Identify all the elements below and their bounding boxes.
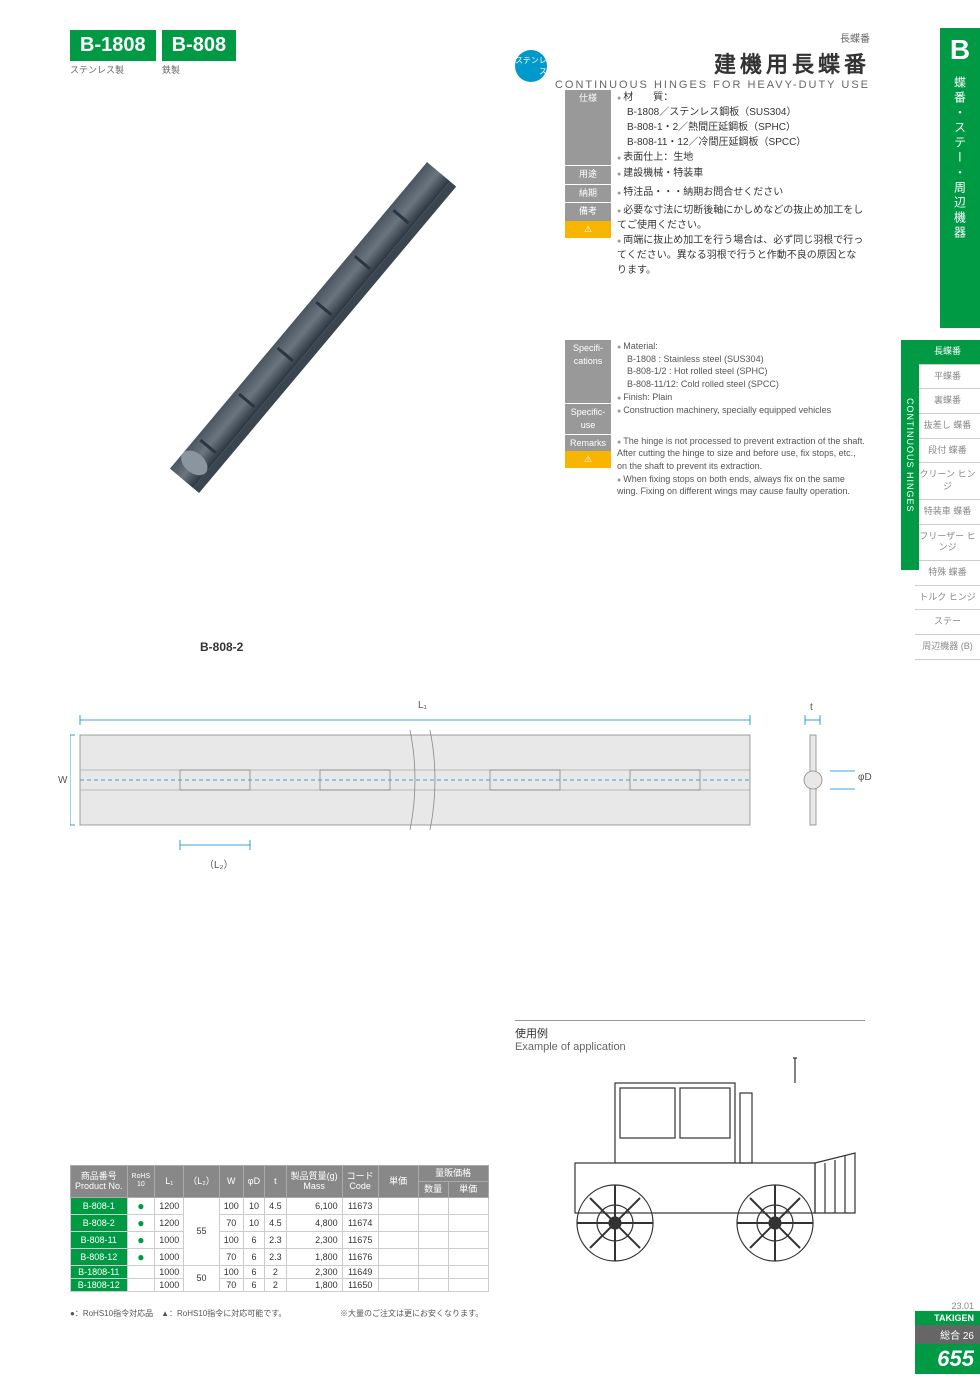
sidebar-nav-item: 平蝶番 <box>915 365 980 390</box>
table-row: B-1808-12100070621,80011650 <box>71 1278 489 1291</box>
spec-text: B-1808 : Stainless steel (SUS304) <box>617 353 865 366</box>
th: L₁ <box>155 1166 184 1198</box>
sidebar-nav-item: ステー <box>915 610 980 635</box>
th: t <box>265 1166 287 1198</box>
spec-label: 納期 <box>565 185 611 203</box>
application-illustration <box>515 1053 865 1273</box>
page-header: B-1808 B-808 ステンレス製 鉄製 長蝶番 ステンレス 建機用長蝶番 … <box>70 30 980 76</box>
table-row: B-808-11●100010062.32,30011675 <box>71 1231 489 1248</box>
spec-text: Construction machinery, specially equipp… <box>611 404 865 433</box>
th: コードCode <box>342 1166 378 1198</box>
table-row: B-808-1●120055100104.56,10011673 <box>71 1197 489 1214</box>
spec-text: 建設機械・特装車 <box>611 166 865 184</box>
sidebar-nav-item: 抜差し 蝶番 <box>915 414 980 439</box>
product-photo <box>70 90 550 560</box>
code-sub-2: 鉄製 <box>162 63 222 76</box>
spec-label: Specific- use <box>565 404 611 433</box>
product-label: B-808-2 <box>200 640 243 654</box>
spec-label: 仕様 <box>565 90 611 165</box>
th-product: 商品番号Product No. <box>71 1166 128 1198</box>
sidebar-nav-item: 周辺機器 (B) <box>915 635 980 660</box>
spec-text: Material: <box>617 340 865 353</box>
spec-text: Finish: Plain <box>617 391 865 404</box>
th: φD <box>243 1166 264 1198</box>
code-badge-1: B-1808 <box>70 30 156 61</box>
table-row: B-1808-11100050100622,30011649 <box>71 1265 489 1278</box>
th: （L₂） <box>184 1166 220 1198</box>
spec-text: B-808-11・12／冷間圧延鋼板（SPCC） <box>617 135 865 150</box>
spec-text: B-808-1・2／熱間圧延鋼板（SPHC） <box>617 120 865 135</box>
th: 数量 <box>418 1181 448 1197</box>
spec-text: B-1808／ステンレス鋼板（SUS304） <box>617 105 865 120</box>
app-title-en: Example of application <box>515 1041 865 1053</box>
warning-icon: ⚠ <box>565 221 611 239</box>
product-table: 商品番号Product No. RoHS 10 L₁ （L₂） W φD t 製… <box>70 1165 489 1292</box>
th: 製品質量(g)Mass <box>286 1166 342 1198</box>
footer-date: 23.01 <box>915 1301 980 1311</box>
sidebar-nav-item: 特装車 蝶番 <box>915 500 980 525</box>
spec-label: Specifi- cations <box>565 340 611 403</box>
spec-jp: 仕様 材 質： B-1808／ステンレス鋼板（SUS304） B-808-1・2… <box>565 90 865 279</box>
spec-text: 材 質： <box>617 90 865 105</box>
code-sub-1: ステンレス製 <box>70 63 156 76</box>
footer-total: 総合 26 <box>915 1325 980 1344</box>
app-title-jp: 使用例 <box>515 1020 865 1041</box>
sidebar-nav-item: トルク ヒンジ <box>915 586 980 611</box>
spec-text: The hinge is not processed to prevent ex… <box>617 435 865 473</box>
application-box: 使用例 Example of application <box>515 1020 865 1278</box>
dim-label: W <box>58 775 67 786</box>
spec-text: 特注品・・・納期お問合せください <box>611 185 865 203</box>
spec-text: B-808-1/2 : Hot rolled steel (SPHC) <box>617 365 865 378</box>
section-text: 蝶番・ステー・周辺機器 <box>952 76 969 241</box>
table-row: B-808-12●10007062.31,80011676 <box>71 1248 489 1265</box>
spec-label: 用途 <box>565 166 611 184</box>
stainless-icon: ステンレス <box>515 50 547 82</box>
dim-label: φD <box>858 772 872 783</box>
th: 量販価格 <box>418 1166 488 1182</box>
spec-text: 必要な寸法に切断後軸にかしめなどの抜止め加工をしてご使用ください。 <box>617 203 865 233</box>
sidebar-nav-item: フリーザー ヒンジ <box>915 525 980 561</box>
page-footer: 23.01 TAKIGEN 総合 26 655 <box>915 1301 980 1374</box>
section-letter: B <box>940 28 980 66</box>
table-note: ※大量のご注文は更にお安くなります。 <box>340 1308 483 1319</box>
th-rohs: RoHS 10 <box>127 1166 155 1198</box>
page-title-jp: 建機用長蝶番 <box>555 47 870 79</box>
spec-text: 両端に抜止め加工を行う場合は、必ず同じ羽根で行ってください。異なる羽根で行うと作… <box>617 233 865 278</box>
spec-label: Remarks <box>565 435 611 452</box>
sidebar-nav-item: クリーン ヒンジ <box>915 463 980 499</box>
section-indicator: B 蝶番・ステー・周辺機器 <box>940 28 980 328</box>
technical-diagram <box>70 700 870 880</box>
table-note: ●：RoHS10指令対応品 ▲：RoHS10指令に対応可能です。 <box>70 1308 286 1319</box>
spec-label: 備考 <box>565 203 611 221</box>
sidebar-nav-item: 裏蝶番 <box>915 389 980 414</box>
sidebar-nav-header: CONTINUOUS HINGES <box>901 340 919 570</box>
footer-brand: TAKIGEN <box>915 1311 980 1325</box>
warning-icon: ⚠ <box>565 451 611 468</box>
dim-label: （L₂） <box>204 856 233 871</box>
sidebar-nav: CONTINUOUS HINGES 長蝶番 平蝶番 裏蝶番 抜差し 蝶番 段付 … <box>915 340 980 660</box>
spec-en: Specifi- cations Material: B-1808 : Stai… <box>565 340 865 499</box>
spec-text: B-808-11/12: Cold rolled steel (SPCC) <box>617 378 865 391</box>
dim-label: L₁ <box>418 700 427 711</box>
sidebar-nav-item: 段付 蝶番 <box>915 439 980 464</box>
table-row: B-808-2●120070104.54,80011674 <box>71 1214 489 1231</box>
spec-text: When fixing stops on both ends, always f… <box>617 473 865 498</box>
category-label: 長蝶番 <box>555 30 870 45</box>
sidebar-nav-item: 長蝶番 <box>915 340 980 365</box>
footer-page: 655 <box>915 1344 980 1374</box>
dim-label: t <box>810 702 813 713</box>
code-badge-2: B-808 <box>162 30 236 61</box>
th: 単価 <box>448 1181 488 1197</box>
spec-text: 表面仕上：生地 <box>617 150 865 165</box>
th: 単価 <box>378 1166 418 1198</box>
th: W <box>219 1166 243 1198</box>
sidebar-nav-item: 特殊 蝶番 <box>915 561 980 586</box>
